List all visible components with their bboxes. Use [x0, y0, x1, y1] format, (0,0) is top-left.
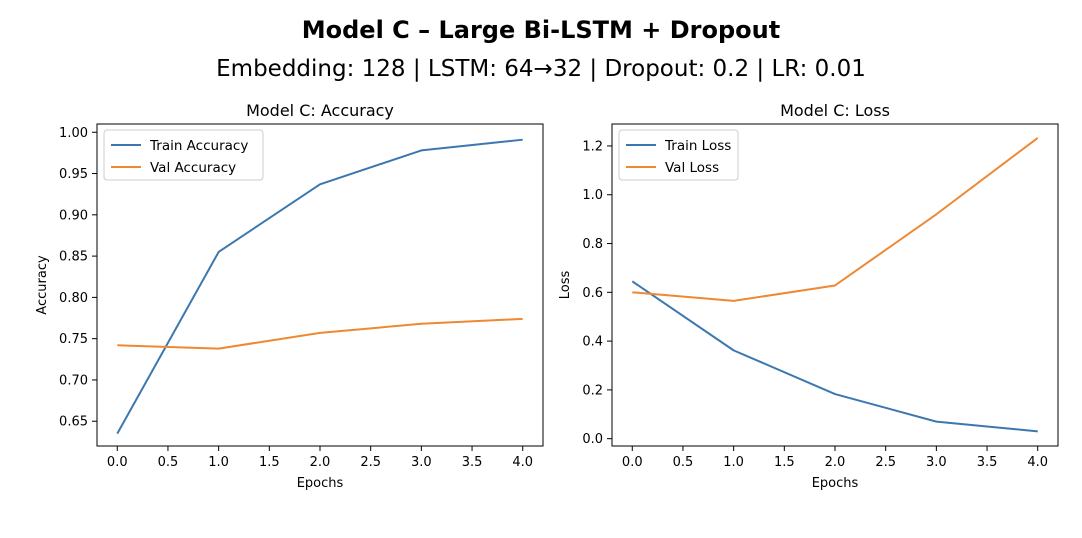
loss-xtick-label: 3.5 [977, 455, 998, 470]
accuracy-ytick-label: 0.70 [59, 373, 88, 388]
accuracy-legend-val-label: Val Accuracy [150, 160, 236, 176]
accuracy-ytick-label: 0.90 [59, 208, 88, 223]
accuracy-ytick-label: 0.75 [59, 332, 88, 347]
accuracy-xtick-label: 2.5 [360, 455, 381, 470]
loss-xtick-label: 1.0 [723, 455, 744, 470]
accuracy-val-line [117, 317, 523, 350]
loss-y-axis-label: Loss [558, 271, 573, 300]
loss-ytick-label: 0.2 [582, 383, 603, 398]
loss-legend-val-label: Val Loss [665, 160, 719, 176]
loss-xtick-label: 1.5 [774, 455, 795, 470]
loss-ytick-label: 0.6 [582, 286, 603, 301]
loss-legend-train-label: Train Loss [664, 138, 731, 154]
accuracy-y-axis-label: Accuracy [35, 255, 50, 315]
loss-xtick-label: 0.0 [622, 455, 643, 470]
accuracy-ytick-label: 0.85 [59, 250, 88, 265]
accuracy-legend-train-label: Train Accuracy [149, 138, 248, 154]
accuracy-ytick-label: 0.80 [59, 291, 88, 306]
accuracy-x-axis-label: Epochs [297, 476, 344, 491]
accuracy-xtick-label: 3.5 [462, 455, 483, 470]
accuracy-xtick-label: 0.0 [107, 455, 128, 470]
accuracy-xtick-label: 4.0 [512, 455, 533, 470]
loss-xtick-label: 0.5 [673, 455, 694, 470]
loss-xtick-label: 2.5 [875, 455, 896, 470]
accuracy-xtick-label: 1.5 [259, 455, 280, 470]
loss-ytick-label: 0.0 [582, 432, 603, 447]
accuracy-xtick-label: 3.0 [411, 455, 432, 470]
loss-xtick-label: 3.0 [926, 455, 947, 470]
loss-xtick-label: 4.0 [1027, 455, 1048, 470]
accuracy-plot-title: Model C: Accuracy [246, 101, 394, 120]
loss-x-axis-label: Epochs [812, 476, 859, 491]
figure-title: Model C – Large Bi-LSTM + Dropout [301, 16, 781, 44]
loss-xtick-label: 2.0 [825, 455, 846, 470]
loss-ytick-label: 1.0 [582, 188, 603, 203]
accuracy-ytick-label: 1.00 [59, 126, 88, 141]
loss-plot-title: Model C: Loss [780, 101, 890, 120]
accuracy-ytick-label: 0.95 [59, 167, 88, 182]
figure-subtitle: Embedding: 128 | LSTM: 64→32 | Dropout: … [216, 56, 866, 82]
accuracy-xtick-label: 2.0 [310, 455, 331, 470]
accuracy-legend-box [103, 129, 264, 181]
accuracy-train-line [116, 138, 523, 435]
accuracy-xtick-label: 0.5 [158, 455, 179, 470]
loss-ytick-label: 0.4 [582, 335, 603, 350]
loss-val-line [632, 137, 1039, 302]
loss-train-line [631, 280, 1038, 433]
loss-ytick-label: 1.2 [582, 139, 603, 154]
accuracy-ytick-label: 0.65 [59, 415, 88, 430]
accuracy-xtick-label: 1.0 [208, 455, 229, 470]
loss-ytick-label: 0.8 [582, 237, 603, 252]
